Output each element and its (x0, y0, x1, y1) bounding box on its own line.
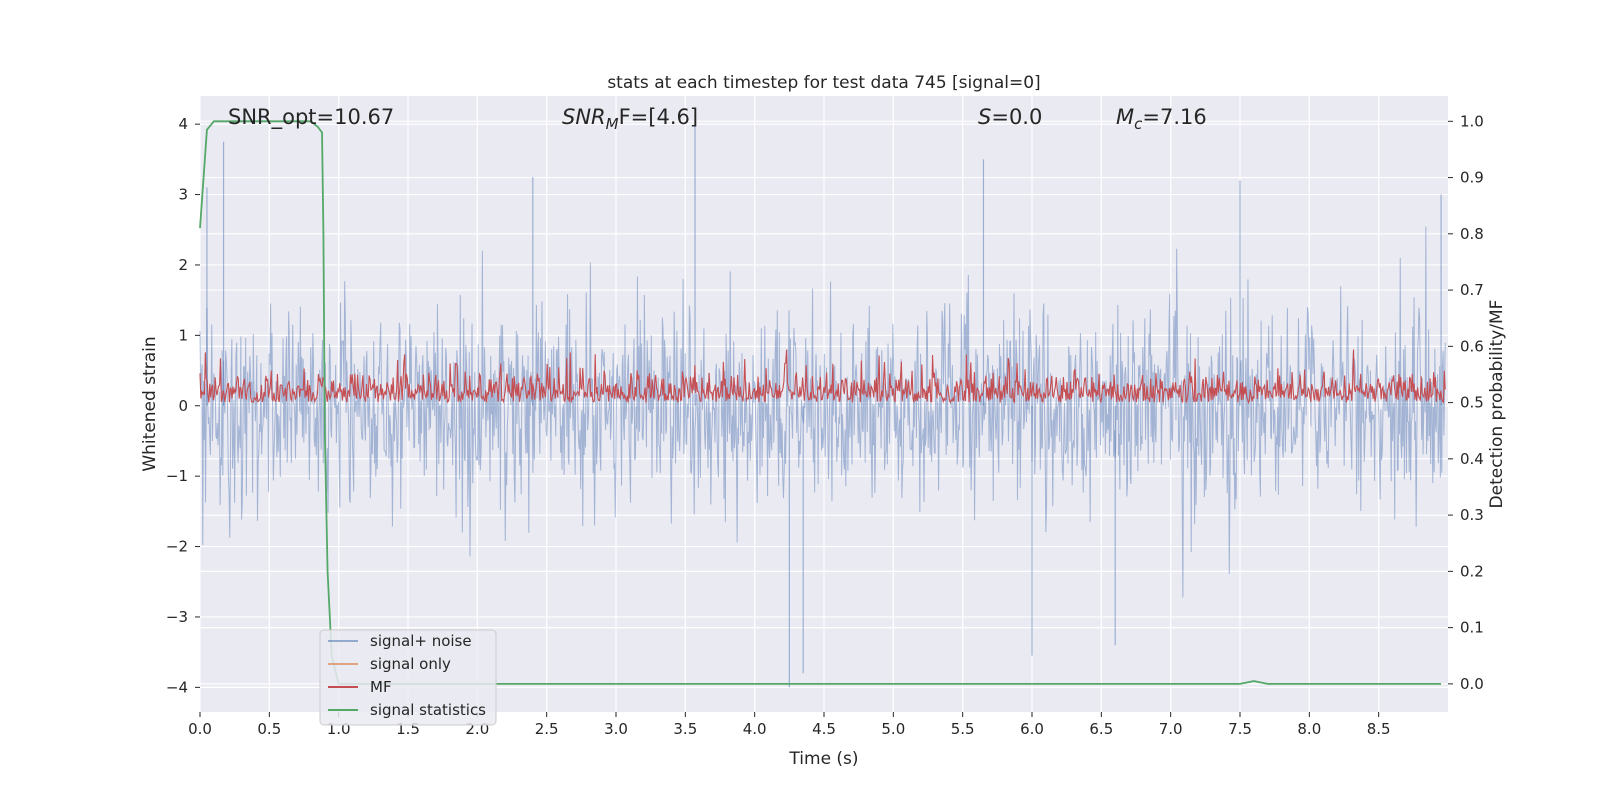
x-axis-ticks: 0.0 0.5 1.0 1.5 2.0 2.5 3.0 3.5 4.0 4.5 5.0 5.5 6.0 6… (188, 712, 1391, 738)
legend-label-signal-noise: signal+ noise (370, 632, 472, 650)
y-right-tick-label: 0.5 (1460, 394, 1484, 412)
x-tick-label: 3.0 (604, 720, 628, 738)
annotation-mc-var: M (1116, 105, 1134, 129)
x-tick-label: 0.0 (188, 720, 212, 738)
y-left-tick-label: 1 (178, 326, 188, 344)
x-tick-label: 7.5 (1228, 720, 1252, 738)
legend-label-signal-statistics: signal statistics (370, 701, 486, 719)
y-left-tick-label: 2 (178, 256, 188, 274)
y-right-tick-label: 0.8 (1460, 225, 1484, 243)
line-signal-noise (199, 226, 1446, 598)
x-tick-label: 2.5 (535, 720, 559, 738)
y-axis-right-label: Detection probability/MF (1487, 300, 1507, 509)
x-tick-label: 8.5 (1367, 720, 1391, 738)
chart-title: stats at each timestep for test data 745… (607, 73, 1040, 93)
y-left-tick-label: −4 (166, 678, 188, 696)
annotation-snr-mf-part: SNR (562, 105, 606, 129)
y-axis-left-ticks: −4 −3 −2 −1 0 1 2 3 4 (166, 115, 200, 696)
y-right-tick-label: 0.3 (1460, 506, 1484, 524)
legend-box (319, 629, 497, 726)
annotation-s-value: =0.0 (991, 105, 1042, 129)
y-right-tick-label: 0.9 (1460, 169, 1484, 187)
annotation-snr-mf-rest: F=[4.6] (619, 105, 698, 129)
y-right-tick-label: 0.1 (1460, 619, 1484, 637)
x-tick-label: 3.5 (673, 720, 697, 738)
x-tick-label: 6.0 (1020, 720, 1044, 738)
y-left-tick-label: 0 (178, 397, 188, 415)
x-tick-label: 7.0 (1159, 720, 1183, 738)
y-axis-right-ticks: 0.0 0.1 0.2 0.3 0.4 0.5 0.6 0.7 0.8 0.9 1.0 (1448, 112, 1484, 693)
x-tick-label: 0.5 (257, 720, 281, 738)
x-tick-label: 5.0 (881, 720, 905, 738)
annotation-mc: Mc=7.16 (1116, 105, 1207, 133)
y-left-tick-label: −1 (166, 467, 188, 485)
y-right-tick-label: 0.7 (1460, 281, 1484, 299)
series-signal-statistics (199, 120, 1442, 685)
x-tick-label: 5.5 (951, 720, 975, 738)
x-tick-label: 4.5 (812, 720, 836, 738)
annotation-snr-mf: SNRMF=[4.6] (562, 105, 698, 133)
legend-label-mf: MF (370, 678, 392, 696)
x-axis-label: Time (s) (788, 749, 858, 769)
y-left-tick-label: 3 (178, 186, 188, 204)
x-tick-label: 8.0 (1297, 720, 1321, 738)
y-left-tick-label: 4 (178, 115, 188, 133)
series-mf (199, 349, 1446, 405)
annotation-snr-mf-sub: M (606, 115, 619, 133)
line-signal-statistics (199, 120, 1442, 685)
line-mf (199, 349, 1446, 405)
y-axis-left-label: Whitened strain (140, 336, 160, 471)
annotation-s: S=0.0 (978, 105, 1042, 129)
series-signal-noise (199, 124, 1446, 688)
annotation-mc-value: =7.16 (1142, 105, 1206, 129)
y-left-tick-label: −3 (166, 608, 188, 626)
legend-label-signal-only: signal only (370, 655, 451, 673)
y-right-tick-label: 0.4 (1460, 450, 1484, 468)
x-tick-label: 4.0 (743, 720, 767, 738)
x-tick-label: 6.5 (1089, 720, 1113, 738)
annotation-snr-opt: SNR_opt=10.67 (228, 105, 394, 130)
y-right-tick-label: 0.6 (1460, 337, 1484, 355)
y-left-tick-label: −2 (166, 538, 188, 556)
y-right-tick-label: 0.2 (1460, 562, 1484, 580)
legend: signal+ noise signal only MF signal stat… (319, 629, 497, 726)
annotation-s-var: S (978, 105, 991, 129)
annotation-mc-sub: c (1134, 115, 1143, 133)
y-right-tick-label: 1.0 (1460, 112, 1484, 130)
y-right-tick-label: 0.0 (1460, 675, 1484, 693)
